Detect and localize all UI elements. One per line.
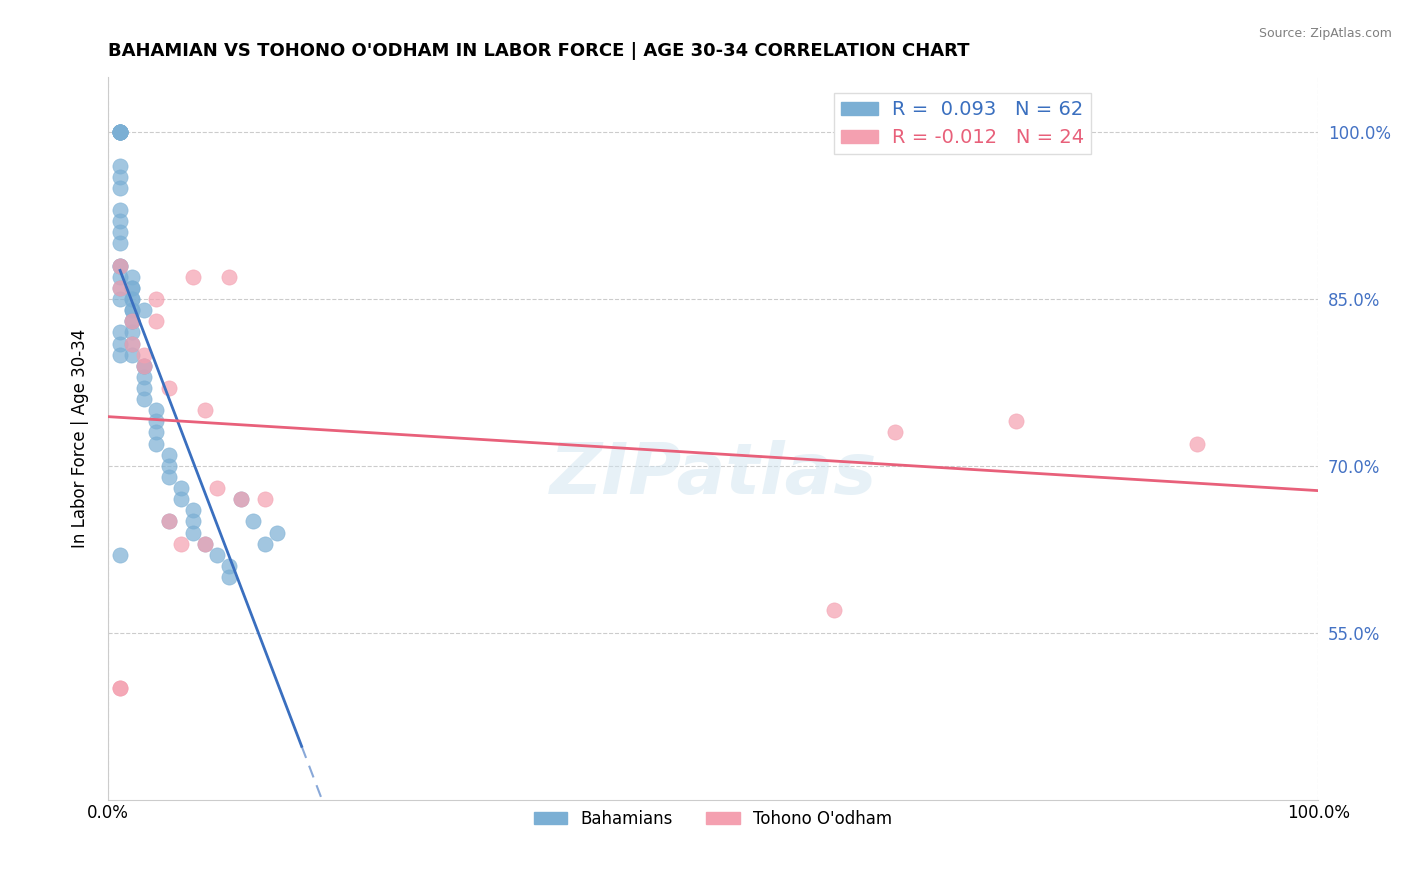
Point: [169, 492, 191, 507]
Point: [181, 503, 204, 517]
Point: [194, 537, 217, 551]
Point: [108, 281, 131, 295]
Point: [108, 269, 131, 284]
Point: [883, 425, 905, 440]
Point: [108, 292, 131, 306]
Point: [145, 314, 167, 328]
Point: [108, 125, 131, 139]
Point: [121, 314, 143, 328]
Point: [229, 492, 252, 507]
Point: [108, 225, 131, 239]
Point: [108, 125, 131, 139]
Point: [145, 436, 167, 450]
Point: [157, 515, 180, 529]
Point: [157, 515, 180, 529]
Point: [145, 425, 167, 440]
Point: [229, 492, 252, 507]
Point: [121, 303, 143, 318]
Point: [108, 326, 131, 340]
Point: [134, 359, 156, 373]
Point: [108, 181, 131, 195]
Point: [108, 159, 131, 173]
Point: [121, 292, 143, 306]
Point: [108, 259, 131, 273]
Point: [134, 370, 156, 384]
Point: [181, 525, 204, 540]
Point: [108, 259, 131, 273]
Point: [108, 236, 131, 251]
Point: [108, 681, 131, 696]
Point: [108, 202, 131, 217]
Text: BAHAMIAN VS TOHONO O'ODHAM IN LABOR FORCE | AGE 30-34 CORRELATION CHART: BAHAMIAN VS TOHONO O'ODHAM IN LABOR FORC…: [108, 42, 970, 60]
Point: [242, 515, 264, 529]
Point: [157, 381, 180, 395]
Point: [108, 214, 131, 228]
Point: [108, 125, 131, 139]
Text: ZIPatlas: ZIPatlas: [550, 440, 877, 508]
Point: [134, 359, 156, 373]
Point: [218, 558, 240, 573]
Point: [254, 537, 277, 551]
Point: [121, 292, 143, 306]
Point: [108, 681, 131, 696]
Point: [157, 448, 180, 462]
Point: [108, 259, 131, 273]
Point: [134, 348, 156, 362]
Point: [134, 392, 156, 406]
Legend: Bahamians, Tohono O'odham: Bahamians, Tohono O'odham: [527, 803, 898, 835]
Point: [108, 348, 131, 362]
Text: Source: ZipAtlas.com: Source: ZipAtlas.com: [1258, 27, 1392, 40]
Point: [121, 281, 143, 295]
Point: [108, 548, 131, 562]
Point: [169, 481, 191, 495]
Point: [121, 336, 143, 351]
Point: [121, 269, 143, 284]
Point: [205, 548, 228, 562]
Point: [134, 381, 156, 395]
Point: [194, 403, 217, 417]
Point: [254, 492, 277, 507]
Point: [134, 303, 156, 318]
Point: [108, 125, 131, 139]
Point: [121, 348, 143, 362]
Point: [121, 314, 143, 328]
Point: [218, 570, 240, 584]
Point: [194, 537, 217, 551]
Point: [121, 336, 143, 351]
Point: [169, 537, 191, 551]
Point: [108, 125, 131, 139]
Point: [181, 515, 204, 529]
Point: [121, 303, 143, 318]
Point: [108, 125, 131, 139]
Point: [134, 359, 156, 373]
Point: [1004, 414, 1026, 428]
Point: [145, 292, 167, 306]
Point: [218, 269, 240, 284]
Point: [145, 403, 167, 417]
Point: [108, 281, 131, 295]
Point: [145, 414, 167, 428]
Point: [205, 481, 228, 495]
Point: [121, 326, 143, 340]
Point: [121, 281, 143, 295]
Point: [108, 169, 131, 184]
Point: [108, 336, 131, 351]
Point: [181, 269, 204, 284]
Point: [157, 470, 180, 484]
Point: [121, 314, 143, 328]
Point: [157, 458, 180, 473]
Y-axis label: In Labor Force | Age 30-34: In Labor Force | Age 30-34: [72, 328, 89, 548]
Point: [108, 125, 131, 139]
Point: [266, 525, 288, 540]
Point: [823, 603, 845, 617]
Point: [1187, 436, 1209, 450]
